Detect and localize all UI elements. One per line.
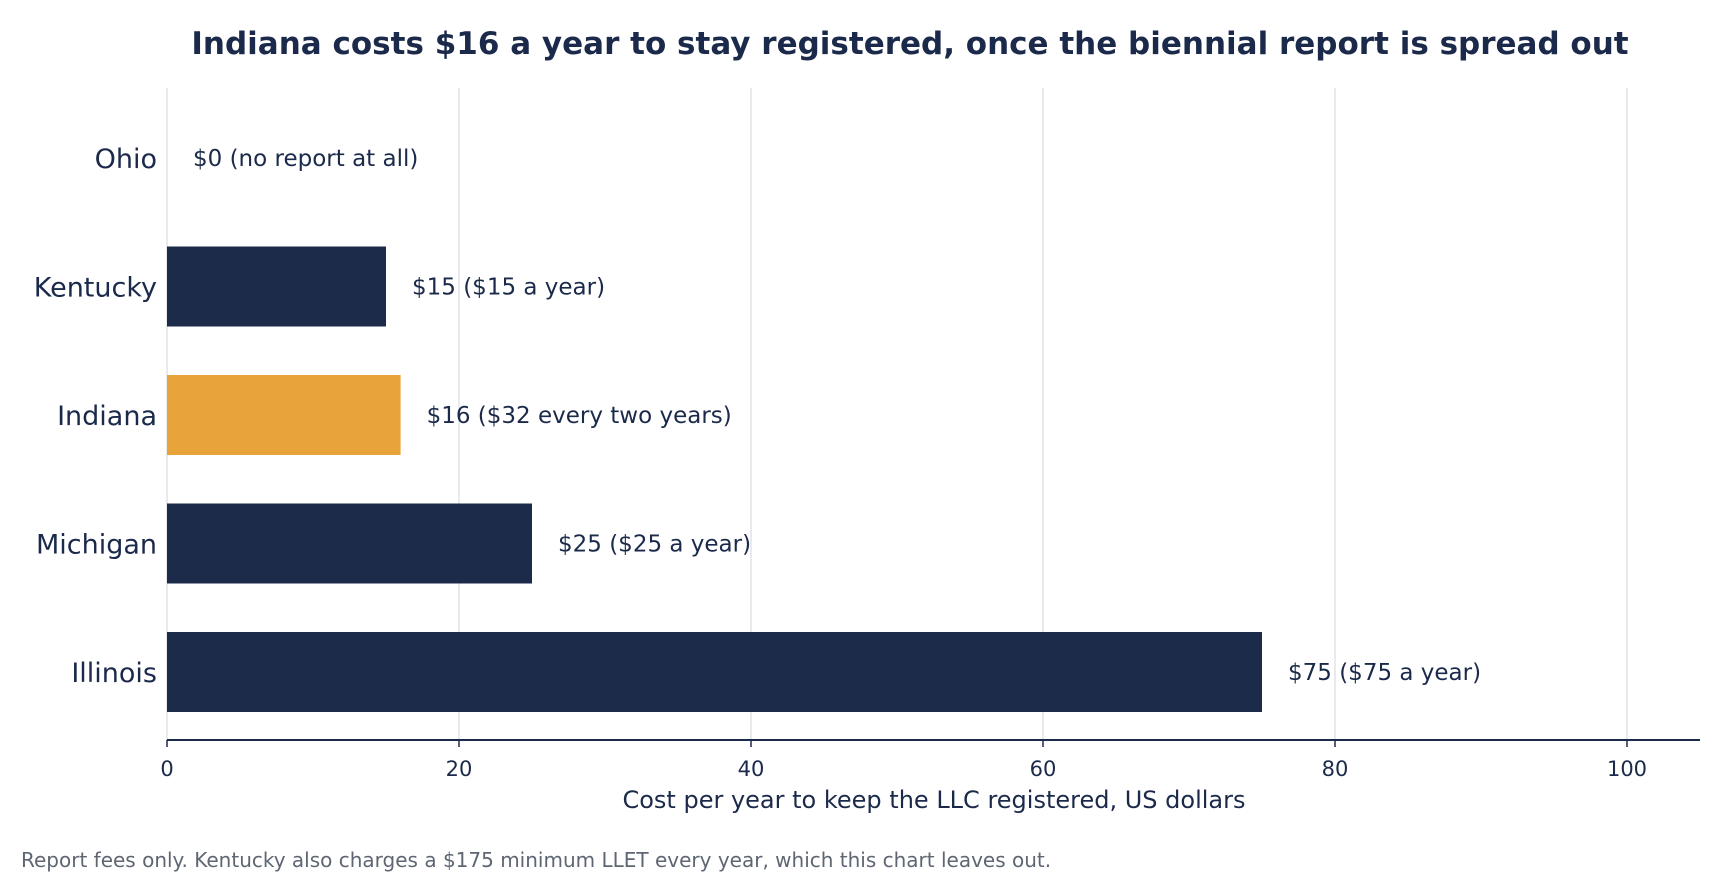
category-labels: Ohio Kentucky Indiana Michigan Illinois: [34, 144, 157, 689]
data-label: $16 ($32 every two years): [427, 403, 732, 429]
x-tick-labels: 0 20 40 60 80 100: [160, 740, 1647, 781]
x-axis-label: Cost per year to keep the LLC registered…: [622, 786, 1245, 814]
x-tick-label: 20: [446, 757, 473, 781]
data-label: $0 (no report at all): [193, 146, 418, 172]
category-label: Ohio: [95, 144, 157, 175]
category-label: Michigan: [36, 530, 157, 561]
chart-title: Indiana costs $16 a year to stay registe…: [191, 26, 1628, 62]
bar-michigan: [167, 503, 532, 584]
x-tick-label: 80: [1322, 757, 1349, 781]
category-label: Indiana: [57, 401, 157, 432]
data-label: $15 ($15 a year): [412, 275, 605, 301]
bar-kentucky: [167, 246, 386, 327]
data-label: $75 ($75 a year): [1288, 660, 1481, 686]
footnote: Report fees only. Kentucky also charges …: [21, 848, 1051, 872]
bars: [167, 246, 1262, 712]
category-label: Illinois: [71, 658, 157, 689]
x-tick-label: 100: [1607, 757, 1647, 781]
x-tick-label: 40: [738, 757, 765, 781]
bar-indiana: [167, 375, 401, 455]
x-tick-label: 0: [160, 757, 173, 781]
gridlines: [166, 88, 1628, 740]
category-label: Kentucky: [34, 273, 157, 304]
data-label: $25 ($25 a year): [558, 532, 751, 558]
data-labels: $0 (no report at all) $15 ($15 a year) $16…: [193, 146, 1481, 686]
bar-illinois: [167, 632, 1262, 712]
x-tick-label: 60: [1030, 757, 1057, 781]
